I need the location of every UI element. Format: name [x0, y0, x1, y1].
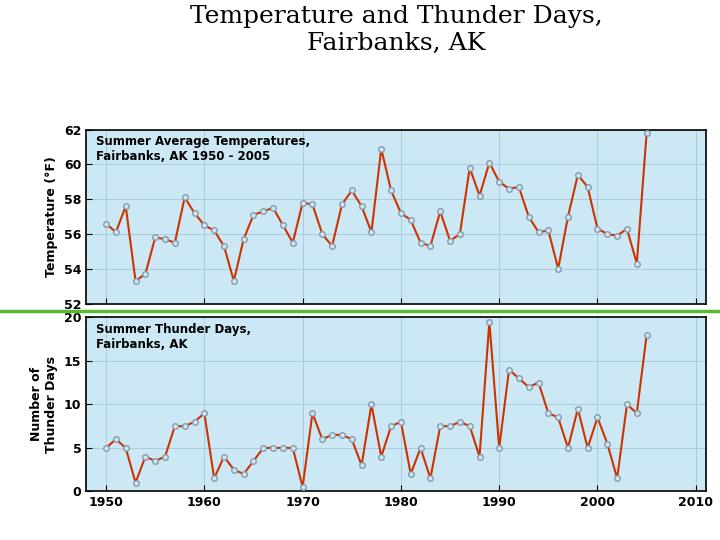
Text: Summer Thunder Days,
Fairbanks, AK: Summer Thunder Days, Fairbanks, AK — [96, 323, 251, 350]
Y-axis label: Temperature (°F): Temperature (°F) — [45, 156, 58, 277]
Text: Temperature and Thunder Days,
Fairbanks, AK: Temperature and Thunder Days, Fairbanks,… — [189, 5, 603, 55]
Y-axis label: Number of
Thunder Days: Number of Thunder Days — [30, 356, 58, 453]
Text: Summer Average Temperatures,
Fairbanks, AK 1950 - 2005: Summer Average Temperatures, Fairbanks, … — [96, 135, 310, 163]
